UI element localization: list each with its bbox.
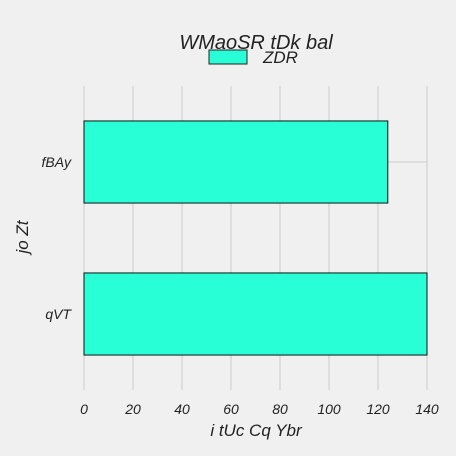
tick-labels: 0 20 40 60 80 100 120 140 fBAy qVT	[42, 154, 439, 417]
x-tick-label: 120	[366, 401, 390, 417]
x-axis-label: i tUc Cq Ybr	[210, 421, 303, 440]
x-tick-label: 100	[317, 401, 341, 417]
bar-fBAy	[83, 120, 389, 204]
y-tick-label: fBAy	[42, 154, 72, 170]
x-tick-label: 140	[415, 401, 439, 417]
legend: ZDR	[208, 48, 298, 67]
legend-label: ZDR	[262, 48, 298, 67]
x-tick-label: 60	[223, 401, 239, 417]
bars	[83, 120, 428, 356]
x-tick-label: 40	[174, 401, 190, 417]
bar-qVT	[83, 272, 428, 356]
x-tick-label: 80	[272, 401, 288, 417]
y-axis-label: jo Zt	[13, 219, 32, 255]
x-tick-label: 20	[124, 401, 141, 417]
legend-swatch	[208, 49, 248, 65]
x-tick-label: 0	[80, 401, 88, 417]
y-tick-label: qVT	[45, 306, 72, 322]
chart-title: WMaoSR tDk bal	[179, 32, 333, 54]
